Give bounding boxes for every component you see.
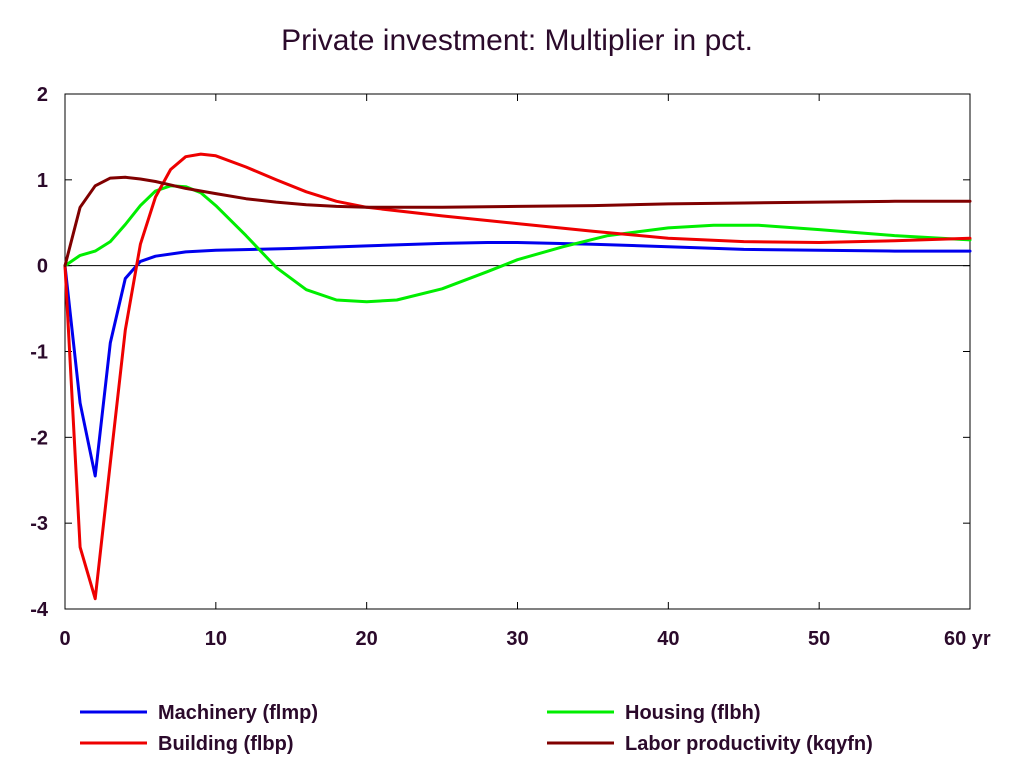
y-tick-label: -2 <box>30 427 48 449</box>
legend-label: Labor productivity (kqyfn) <box>625 733 873 755</box>
x-tick-label: 0 <box>59 628 70 650</box>
plot-frame <box>64 93 971 610</box>
legend: Machinery (flmp) Housing (flbh) Building (… <box>80 702 873 755</box>
legend-label: Building (flbp) <box>158 733 294 755</box>
series-line-4 <box>63 175 972 268</box>
y-tick-label: -3 <box>30 513 48 535</box>
x-tick-label: 50 <box>808 628 830 650</box>
x-tick-label: 20 <box>356 628 378 650</box>
legend-label: Machinery (flmp) <box>158 702 318 724</box>
x-tick-label: 10 <box>205 628 227 650</box>
y-tick-label: 1 <box>37 170 48 192</box>
series-line-3 <box>63 152 972 601</box>
axis-ticks <box>64 93 971 610</box>
x-tick-label: 30 <box>506 628 528 650</box>
y-tick-label: -4 <box>30 599 49 621</box>
y-tick-label: -1 <box>30 342 48 364</box>
chart-title: Private investment: Multiplier in pct. <box>281 24 753 57</box>
x-tick-label: 40 <box>657 628 679 650</box>
x-tick-label: 60 yr <box>944 628 991 650</box>
series-lines <box>63 152 972 601</box>
series-line-1 <box>63 241 972 478</box>
plot-area <box>64 93 971 610</box>
y-tick-label: 2 <box>37 84 48 106</box>
series-line-2 <box>63 184 972 304</box>
y-tick-label: 0 <box>37 256 48 278</box>
legend-label: Housing (flbh) <box>625 702 761 724</box>
